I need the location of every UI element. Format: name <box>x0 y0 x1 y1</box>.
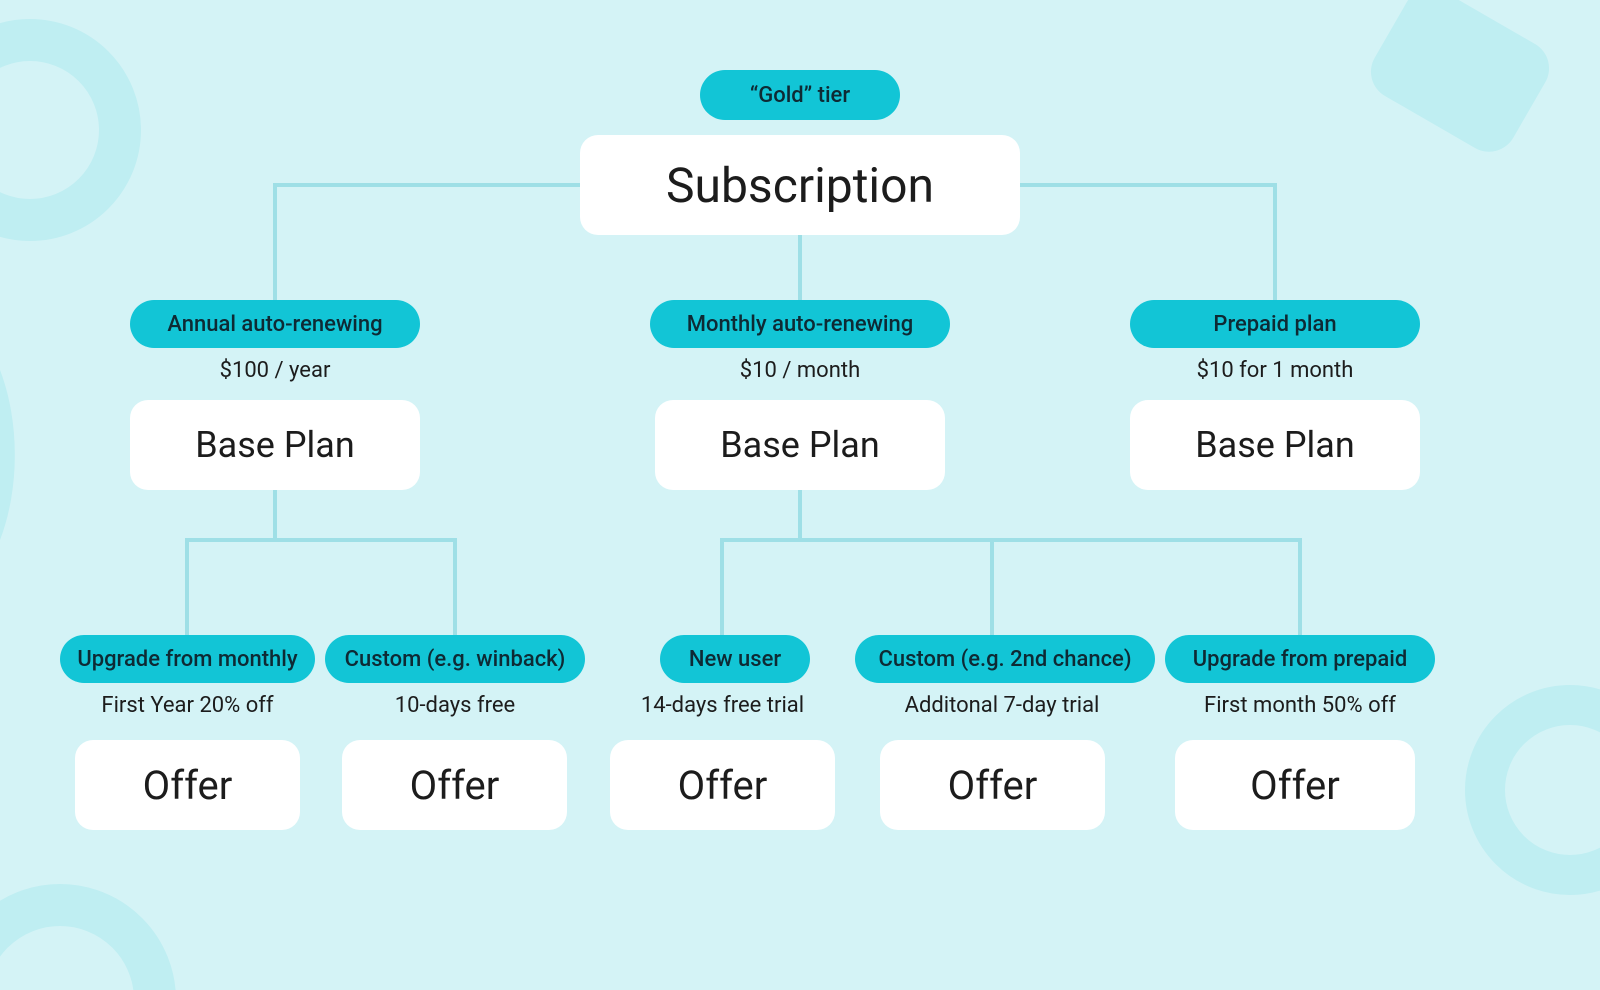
price-monthly: $10 / month <box>650 358 950 383</box>
box-annual-offer-1: Offer <box>342 740 567 830</box>
box-label: Offer <box>948 762 1038 809</box>
price-annual-offer-1: 10-days free <box>325 693 585 718</box>
pill-label: Upgrade from prepaid <box>1193 647 1407 672</box>
box-prepaid-baseplan: Base Plan <box>1130 400 1420 490</box>
pill-monthly-offer-0: New user <box>660 635 810 683</box>
pill-monthly: Monthly auto-renewing <box>650 300 950 348</box>
box-label: Subscription <box>666 157 934 214</box>
box-annual-baseplan: Base Plan <box>130 400 420 490</box>
price-annual-offer-0: First Year 20% off <box>60 693 315 718</box>
price-prepaid: $10 for 1 month <box>1130 358 1420 383</box>
pill-annual-offer-0: Upgrade from monthly <box>60 635 315 683</box>
pill-label: “Gold” tier <box>750 83 850 108</box>
box-label: Base Plan <box>1195 424 1355 466</box>
pill-prepaid: Prepaid plan <box>1130 300 1420 348</box>
pill-root: “Gold” tier <box>700 70 900 120</box>
diagram-canvas: “Gold” tier Subscription Annual auto-renew… <box>0 0 1600 990</box>
price-monthly-offer-0: 14-days free trial <box>595 693 850 718</box>
box-monthly-offer-2: Offer <box>1175 740 1415 830</box>
pill-label: Prepaid plan <box>1213 312 1336 337</box>
pill-label: Annual auto-renewing <box>167 312 382 337</box>
pill-label: Custom (e.g. 2nd chance) <box>878 647 1131 672</box>
box-label: Offer <box>1250 762 1340 809</box>
box-root-subscription: Subscription <box>580 135 1020 235</box>
box-monthly-baseplan: Base Plan <box>655 400 945 490</box>
box-annual-offer-0: Offer <box>75 740 300 830</box>
price-annual: $100 / year <box>130 358 420 383</box>
box-label: Base Plan <box>720 424 880 466</box>
pill-label: New user <box>689 647 781 672</box>
pill-label: Monthly auto-renewing <box>687 312 914 337</box>
pill-monthly-offer-1: Custom (e.g. 2nd chance) <box>855 635 1155 683</box>
pill-annual: Annual auto-renewing <box>130 300 420 348</box>
pill-monthly-offer-2: Upgrade from prepaid <box>1165 635 1435 683</box>
price-monthly-offer-1: Additonal 7-day trial <box>862 693 1142 718</box>
pill-label: Custom (e.g. winback) <box>345 647 566 672</box>
box-monthly-offer-0: Offer <box>610 740 835 830</box>
box-label: Offer <box>410 762 500 809</box>
box-monthly-offer-1: Offer <box>880 740 1105 830</box>
box-label: Offer <box>678 762 768 809</box>
box-label: Base Plan <box>195 424 355 466</box>
price-monthly-offer-2: First month 50% off <box>1155 693 1445 718</box>
pill-label: Upgrade from monthly <box>77 647 297 672</box>
box-label: Offer <box>143 762 233 809</box>
pill-annual-offer-1: Custom (e.g. winback) <box>325 635 585 683</box>
